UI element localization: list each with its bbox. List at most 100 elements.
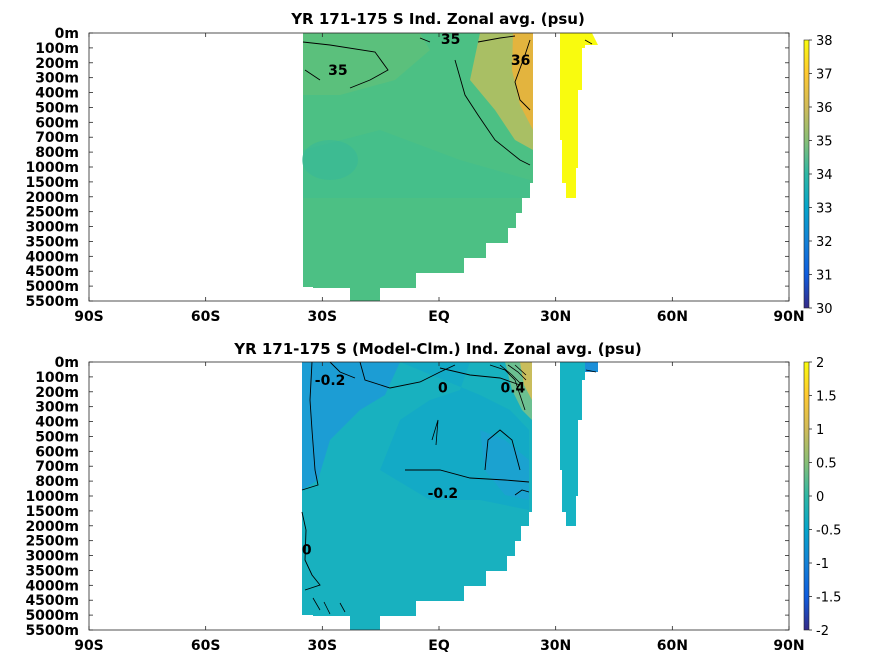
x-tick-label: 30S [308, 309, 338, 325]
panel2-arabian-core [520, 362, 532, 400]
panel2-contour-zero-b [301, 511, 321, 591]
y-tick-label: 4500m [25, 264, 79, 280]
y-tick-label: 2000m [25, 190, 79, 206]
contour-label: 35 [441, 32, 460, 48]
y-tick-label: 400m [35, 415, 79, 431]
colorbar-tick-label: -0.5 [816, 524, 841, 539]
panel2-contour-labels: -0.2 0 0.4 -0.2 0 [302, 373, 526, 559]
y-tick-label: 0m [55, 26, 79, 42]
y-tick-label: 600m [35, 444, 79, 460]
panel2-south-fresh [480, 430, 529, 500]
colorbar-tick-label: 30 [816, 302, 833, 317]
y-tick-label: 1000m [25, 489, 79, 505]
x-tick-label: 90N [773, 309, 804, 325]
panel2-y-axis: 0m100m200m300m400m500m600m700m800m1000m1… [25, 355, 789, 639]
panel2-contour-neg02-d [405, 429, 530, 483]
panel1-deep-water [303, 130, 530, 198]
colorbar-tick-label: 37 [816, 68, 833, 83]
colorbar-tick-label: 33 [816, 202, 833, 217]
x-tick-label: 90N [773, 638, 804, 654]
panel2-colorbar-bar [803, 361, 810, 631]
y-tick-label: 700m [35, 130, 79, 146]
panel1-contour-labels: 35 35 36 [328, 32, 530, 79]
colorbar-tick-label: 32 [816, 235, 833, 250]
panel2-contour-redsea [585, 369, 597, 373]
x-tick-label: 30S [308, 638, 338, 654]
panel2-contour-neg02-e [514, 489, 530, 496]
y-tick-label: 5500m [25, 294, 79, 310]
panel2-field [301, 362, 598, 630]
panel1-contour-redsea [584, 39, 593, 45]
panel1-contour-36 [514, 39, 531, 111]
panel1-colorbar-ticks: 30 31 32 33 34 35 36 37 38 [809, 34, 833, 317]
colorbar-tick-label: 0 [816, 490, 824, 505]
x-tick-label: 60S [191, 638, 221, 654]
panel2-title: YR 171-175 S (Model-Clm.) Ind. Zonal avg… [233, 340, 642, 358]
y-tick-label: 400m [35, 86, 79, 102]
panel2-upper-fresh [302, 362, 400, 490]
panel2-contour-deep [312, 597, 346, 615]
y-tick-label: 5000m [25, 608, 79, 624]
y-tick-label: 500m [35, 100, 79, 116]
x-tick-label: 90S [74, 638, 104, 654]
colorbar-tick-label: -1 [816, 557, 829, 572]
colorbar-tick-label: 1 [816, 423, 824, 438]
y-tick-label: 3500m [25, 563, 79, 579]
salinity-panel: YR 171-175 S Ind. Zonal avg. (psu) 35353… [25, 10, 832, 325]
y-tick-label: 800m [35, 474, 79, 490]
panel2-contour-near-arabian [489, 364, 527, 411]
x-tick-label: 60N [657, 309, 688, 325]
colorbar-tick-label: -2 [816, 624, 829, 639]
panel2-contour-neg02-c [431, 419, 439, 446]
y-tick-label: 600m [35, 115, 79, 131]
y-tick-label: 700m [35, 459, 79, 475]
panel2-contour-zero-a [329, 362, 521, 386]
y-tick-label: 800m [35, 145, 79, 161]
panel2-red-sea-surface [585, 362, 598, 372]
x-tick-label: EQ [428, 638, 450, 654]
x-tick-label: 90S [74, 309, 104, 325]
y-tick-label: 3000m [25, 549, 79, 565]
y-tick-label: 200m [35, 385, 79, 401]
panel1-mid-core [302, 140, 358, 180]
y-tick-label: 1500m [25, 175, 79, 191]
panel1-y-axis: 0m100m200m300m400m500m600m700m800m1000m1… [25, 26, 789, 310]
x-tick-label: 60N [657, 638, 688, 654]
y-tick-label: 5500m [25, 623, 79, 639]
panel2-red-sea-column [560, 362, 598, 526]
panel1-field [302, 33, 598, 301]
y-tick-label: 200m [35, 56, 79, 72]
colorbar-tick-label: -1.5 [816, 591, 841, 606]
y-tick-label: 300m [35, 71, 79, 87]
y-tick-label: 5000m [25, 279, 79, 295]
contour-label: -0.2 [315, 373, 346, 389]
y-tick-label: 3500m [25, 234, 79, 250]
y-tick-label: 2500m [25, 534, 79, 550]
colorbar-tick-label: 31 [816, 269, 833, 284]
panel1-arabian-core [512, 33, 533, 130]
contour-label: 0 [438, 380, 448, 396]
colorbar-tick-label: 35 [816, 135, 833, 150]
panel1-contour-35-a [302, 41, 389, 89]
x-tick-label: 30N [540, 309, 571, 325]
y-tick-label: 500m [35, 429, 79, 445]
y-tick-label: 1500m [25, 504, 79, 520]
y-tick-label: 100m [35, 370, 79, 386]
x-tick-label: EQ [428, 309, 450, 325]
panel1-colorbar: 30 31 32 33 34 35 36 37 38 [803, 34, 833, 317]
panel2-contour-neg02-a [301, 362, 319, 491]
panel2-colorbar: -2 -1.5 -1 -0.5 0 0.5 1 1.5 2 [803, 356, 841, 639]
y-tick-label: 1000m [25, 160, 79, 176]
y-tick-label: 4000m [25, 578, 79, 594]
colorbar-tick-label: 0.5 [816, 457, 837, 472]
x-tick-label: 30N [540, 638, 571, 654]
y-tick-label: 0m [55, 355, 79, 371]
colorbar-tick-label: 36 [816, 101, 833, 116]
y-tick-label: 2000m [25, 519, 79, 535]
colorbar-tick-label: 34 [816, 168, 833, 183]
contour-label: 36 [511, 53, 530, 69]
colorbar-tick-label: 1.5 [816, 390, 837, 405]
y-tick-label: 100m [35, 41, 79, 57]
salinity-anomaly-panel: YR 171-175 S (Model-Clm.) Ind. Zonal avg… [25, 340, 841, 654]
panel1-contour-35-d [454, 59, 531, 166]
